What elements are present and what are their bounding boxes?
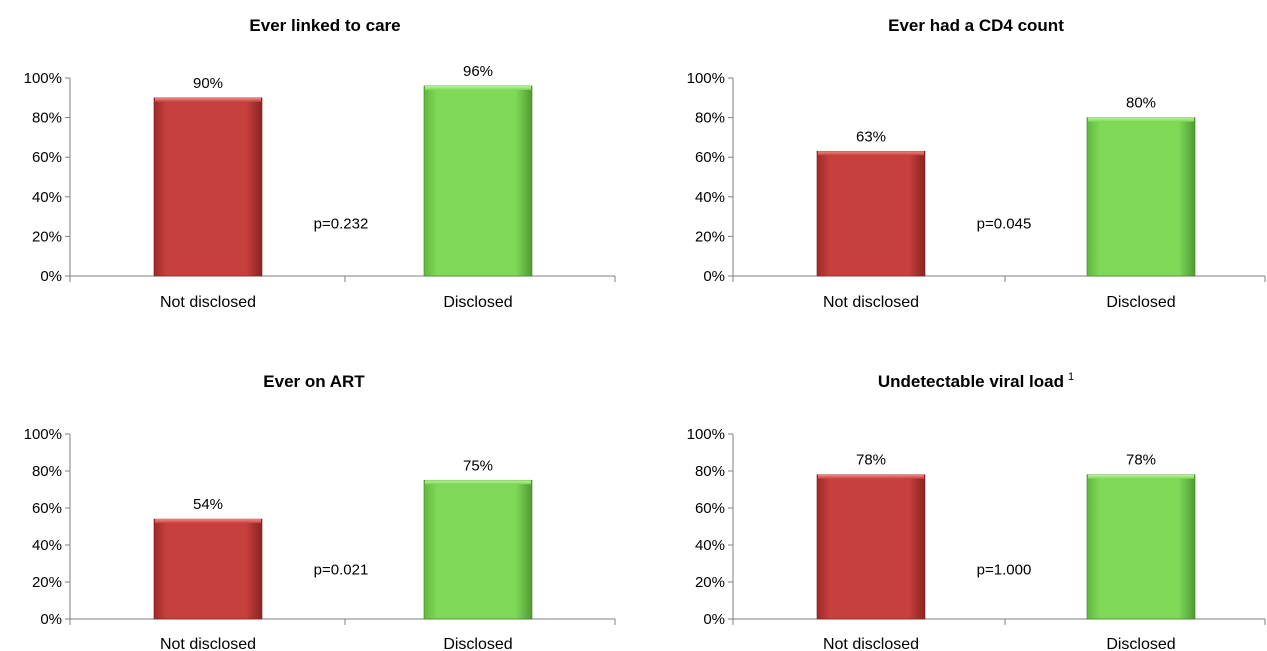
- bar-top-highlight: [818, 151, 924, 156]
- y-tick-label: 20%: [32, 228, 62, 245]
- y-tick-label: 20%: [32, 574, 62, 591]
- bar-top-highlight: [425, 85, 531, 90]
- y-tick-label: 80%: [32, 463, 62, 480]
- p-value-annotation: p=0.045: [977, 215, 1032, 232]
- bar-disclosed: [423, 85, 533, 277]
- y-tick-label: 0%: [40, 268, 62, 285]
- y-tick-label: 80%: [695, 463, 725, 480]
- bar-not-disclosed: [816, 150, 926, 277]
- bar-disclosed: [423, 479, 533, 620]
- chart-title: Ever on ART: [263, 372, 365, 391]
- y-tick-label: 60%: [32, 149, 62, 166]
- y-tick-label: 60%: [695, 500, 725, 517]
- x-category-label: Disclosed: [1106, 636, 1175, 651]
- x-category-label: Disclosed: [1106, 294, 1175, 311]
- y-tick-label: 60%: [32, 500, 62, 517]
- y-tick-label: 80%: [32, 110, 62, 127]
- bar-top-highlight: [1088, 474, 1194, 479]
- x-category-label: Not disclosed: [823, 636, 919, 651]
- chart-title: Ever linked to care: [249, 16, 400, 35]
- x-category-label: Not disclosed: [160, 294, 256, 311]
- bar-top-highlight: [818, 474, 924, 479]
- x-category-label: Disclosed: [443, 294, 512, 311]
- data-label: 96%: [463, 63, 493, 80]
- y-tick-label: 0%: [703, 611, 725, 628]
- y-tick-label: 100%: [687, 426, 725, 443]
- y-tick-label: 0%: [40, 611, 62, 628]
- x-category-label: Not disclosed: [160, 636, 256, 651]
- data-label: 78%: [856, 452, 886, 469]
- bar-disclosed: [1086, 474, 1196, 620]
- y-tick-label: 100%: [24, 70, 62, 87]
- y-tick-label: 60%: [695, 149, 725, 166]
- y-tick-label: 80%: [695, 110, 725, 127]
- p-value-annotation: p=0.021: [314, 562, 369, 579]
- y-tick-label: 40%: [695, 537, 725, 554]
- bar-disclosed: [1086, 117, 1196, 277]
- y-tick-label: 0%: [703, 268, 725, 285]
- data-label: 63%: [856, 128, 886, 145]
- chart-title: Undetectable viral load 1: [878, 371, 1074, 391]
- bar-not-disclosed: [153, 97, 263, 277]
- y-tick-label: 100%: [24, 426, 62, 443]
- bar-not-disclosed: [153, 518, 263, 620]
- bar-top-highlight: [155, 519, 261, 524]
- data-label: 90%: [193, 75, 223, 92]
- y-tick-label: 100%: [687, 70, 725, 87]
- y-tick-label: 20%: [695, 574, 725, 591]
- bar-top-highlight: [1088, 117, 1194, 122]
- bar-top-highlight: [425, 480, 531, 485]
- data-label: 54%: [193, 496, 223, 513]
- title-superscript: 1: [1068, 371, 1074, 383]
- chart-title: Ever had a CD4 count: [888, 16, 1064, 35]
- x-category-label: Disclosed: [443, 636, 512, 651]
- data-label: 75%: [463, 457, 493, 474]
- y-tick-label: 20%: [695, 228, 725, 245]
- p-value-annotation: p=1.000: [977, 562, 1032, 579]
- y-tick-label: 40%: [695, 189, 725, 206]
- p-value-annotation: p=0.232: [314, 215, 369, 232]
- data-label: 80%: [1126, 95, 1156, 112]
- y-tick-label: 40%: [32, 189, 62, 206]
- bar-top-highlight: [155, 97, 261, 102]
- x-category-label: Not disclosed: [823, 294, 919, 311]
- data-label: 78%: [1126, 452, 1156, 469]
- bar-not-disclosed: [816, 474, 926, 620]
- y-tick-label: 40%: [32, 537, 62, 554]
